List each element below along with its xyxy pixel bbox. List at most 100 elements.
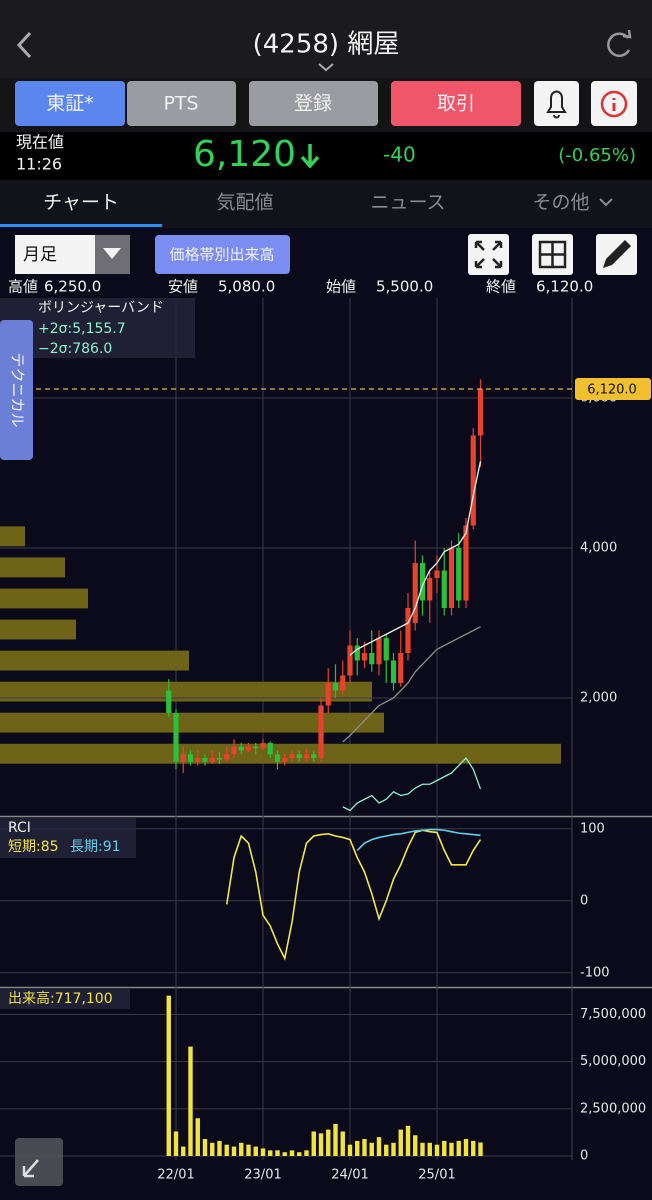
collapse-icon — [22, 1159, 39, 1178]
profile-button[interactable] — [155, 235, 290, 274]
candle-body — [470, 435, 476, 526]
volume-bar — [282, 1152, 287, 1156]
dropdown-triangle — [103, 248, 121, 259]
current-price-label: 6,120.0 — [587, 382, 637, 397]
volume-bar — [355, 1140, 360, 1156]
y-tick-label: 2,500,000 — [580, 1101, 646, 1116]
candle-body — [195, 757, 201, 762]
volume-bar — [326, 1129, 331, 1156]
candle-body — [390, 660, 397, 683]
period-label: 月足 — [23, 245, 57, 265]
candle-body — [282, 757, 288, 762]
candle-body — [441, 570, 447, 608]
bell-icon — [546, 90, 567, 119]
rci-line — [225, 829, 482, 961]
current-price-tag — [575, 377, 651, 400]
indicator-title: ボリンジャーバンド — [38, 300, 164, 316]
alert-button[interactable] — [534, 81, 579, 126]
volume-bar — [253, 1146, 258, 1156]
candle-body — [209, 757, 215, 762]
register-button[interactable] — [249, 81, 378, 126]
volume-bar — [362, 1139, 367, 1156]
quote-price: 6,120 — [193, 134, 296, 175]
volume-bar — [333, 1123, 338, 1156]
volume-bar — [311, 1131, 316, 1156]
volume-bar — [297, 1152, 302, 1156]
collapse-button[interactable] — [15, 1138, 63, 1186]
y-tick-label: 2,000 — [580, 690, 617, 705]
button-label: 取引 — [437, 93, 475, 115]
refresh-button[interactable] — [607, 32, 631, 57]
market-button[interactable] — [15, 81, 125, 126]
profile-button-label: 価格帯別出来高 — [169, 246, 274, 264]
volume-bar — [347, 1144, 353, 1156]
market-button[interactable] — [127, 81, 236, 126]
candle-body — [434, 570, 440, 578]
volume-bar — [456, 1140, 461, 1156]
fullscreen-button[interactable] — [468, 234, 509, 275]
candle-body — [245, 746, 252, 751]
tab-bar — [0, 180, 652, 228]
volume-bar — [391, 1142, 396, 1156]
candle-body — [238, 746, 244, 751]
y-tick-label: 100 — [580, 821, 605, 836]
candle-body — [369, 652, 375, 665]
trade-button[interactable] — [391, 81, 521, 126]
volume-bar — [420, 1142, 425, 1156]
tab[interactable]: その他 — [532, 192, 589, 214]
candle-body — [463, 525, 469, 601]
indicator-value: +2σ:5,155.7 — [38, 321, 126, 337]
title-dropdown[interactable] — [318, 63, 334, 72]
y-tick-label: 0 — [580, 893, 588, 908]
volume-bar — [246, 1144, 251, 1156]
quote-row — [0, 132, 652, 180]
candle-body — [325, 682, 331, 706]
volume-bar — [405, 1125, 411, 1156]
indicator-value: −2σ:786.0 — [38, 341, 112, 357]
candle-body — [332, 682, 339, 691]
ohlc-value: 5,500.0 — [376, 278, 433, 296]
tab[interactable]: 気配値 — [216, 192, 273, 214]
tab[interactable]: ニュース — [370, 192, 445, 214]
volume-bar — [449, 1142, 454, 1156]
volume-bar — [181, 1146, 186, 1156]
candle-body — [253, 746, 259, 749]
fullscreen-icon — [474, 240, 503, 269]
volume-bar — [289, 1150, 295, 1156]
candle-body — [398, 652, 404, 683]
bollinger-line — [349, 461, 482, 656]
quote-change-pct: (-0.65%) — [558, 145, 636, 166]
pencil-icon — [603, 240, 631, 268]
volume-bar — [231, 1146, 237, 1156]
volume-bar — [434, 1144, 440, 1156]
down-arrow — [300, 144, 320, 169]
back-button[interactable] — [16, 31, 32, 59]
bollinger-line — [342, 756, 482, 812]
rci-title: RCI — [8, 820, 31, 836]
candle-body — [311, 754, 317, 758]
price-volume-bar — [0, 650, 189, 671]
candle-body — [412, 562, 418, 623]
technical-tab[interactable] — [0, 320, 33, 460]
price-volume-bar — [0, 557, 65, 578]
volume-bar — [239, 1142, 244, 1156]
volume-bar — [275, 1150, 280, 1156]
volume-bar — [442, 1140, 447, 1156]
tab[interactable]: チャート — [43, 192, 119, 214]
volume-bar — [217, 1140, 222, 1156]
volume-bar — [210, 1142, 215, 1156]
y-tick-label: 0 — [580, 1149, 588, 1164]
candle-body — [187, 754, 194, 762]
quote-change: -40 — [383, 143, 416, 167]
price-volume-bar — [0, 743, 561, 764]
ohlc-value: 6,250.0 — [44, 278, 101, 296]
x-tick-label: 25/01 — [418, 1168, 455, 1183]
candle-body — [260, 742, 266, 749]
tab-underline — [0, 224, 162, 227]
volume-bar — [260, 1148, 266, 1156]
candle-body — [303, 754, 310, 758]
candle-body — [166, 690, 172, 713]
stock-title[interactable]: (4258) 網屋 — [253, 30, 400, 60]
volume-title: 出来高:717,100 — [8, 990, 113, 1007]
